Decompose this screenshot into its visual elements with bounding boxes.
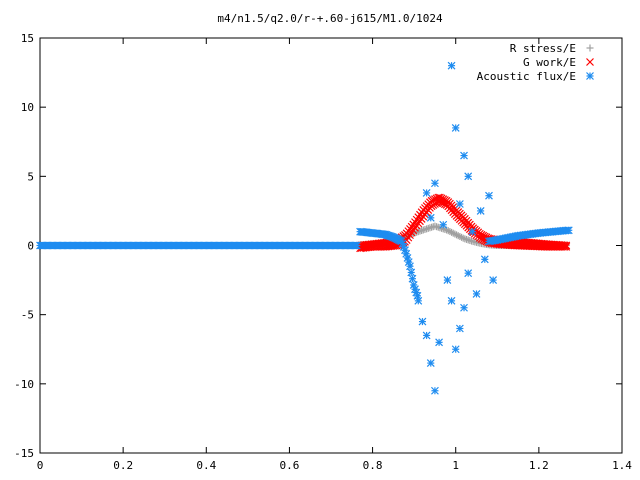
acoustic-flux-point xyxy=(489,276,498,285)
x-tick-label: 1 xyxy=(452,459,459,472)
x-tick-label: 0.6 xyxy=(279,459,299,472)
x-tick-label: 1.4 xyxy=(612,459,632,472)
y-tick-label: -5 xyxy=(21,309,34,322)
r-stress-point xyxy=(444,227,452,235)
acoustic-flux-point xyxy=(455,200,464,208)
series-g-work xyxy=(356,193,571,253)
acoustic-flux-point xyxy=(464,269,473,278)
acoustic-flux-point xyxy=(455,324,464,333)
x-tick-label: 1.2 xyxy=(529,459,549,472)
y-tick-label: 5 xyxy=(27,170,34,183)
r-stress-point xyxy=(453,231,461,239)
acoustic-flux-point xyxy=(422,331,431,340)
legend-marker xyxy=(586,72,594,80)
acoustic-flux-point xyxy=(408,274,417,283)
r-stress-point xyxy=(451,230,459,238)
acoustic-flux-point xyxy=(352,241,361,250)
acoustic-flux-point xyxy=(439,220,448,229)
acoustic-flux-point xyxy=(460,151,468,160)
acoustic-flux-point xyxy=(426,213,435,222)
legend-label: Acoustic flux/E xyxy=(477,70,576,83)
series-layer xyxy=(36,61,573,395)
x-tick-label: 0.8 xyxy=(363,459,383,472)
acoustic-flux-point xyxy=(464,172,473,181)
x-tick-label: 0.4 xyxy=(196,459,216,472)
acoustic-flux-point xyxy=(447,61,456,70)
acoustic-flux-point xyxy=(476,206,485,215)
acoustic-flux-point xyxy=(426,359,435,368)
series-acoustic-flux xyxy=(36,61,573,395)
r-stress-point xyxy=(459,234,467,242)
acoustic-flux-point xyxy=(431,386,439,395)
acoustic-flux-point xyxy=(451,123,460,132)
r-stress-point xyxy=(456,233,464,241)
legend-label: R stress/E xyxy=(510,42,576,55)
acoustic-flux-point xyxy=(422,189,431,197)
acoustic-flux-point xyxy=(460,303,468,312)
acoustic-flux-point xyxy=(564,226,573,235)
chart-title: m4/n1.5/q2.0/r-+.60-j615/M1.0/1024 xyxy=(217,12,443,25)
acoustic-flux-point xyxy=(485,191,493,200)
acoustic-flux-point xyxy=(406,262,414,271)
x-tick-label: 0 xyxy=(37,459,44,472)
r-stress-point xyxy=(446,228,454,236)
g-work-point xyxy=(562,241,571,250)
legend-label: G work/E xyxy=(523,56,576,69)
legend-marker xyxy=(586,58,594,66)
acoustic-flux-point xyxy=(493,236,502,244)
acoustic-flux-point xyxy=(451,345,460,354)
acoustic-flux-point xyxy=(418,317,427,326)
acoustic-flux-point xyxy=(443,276,452,285)
y-tick-label: -15 xyxy=(14,447,34,460)
acoustic-flux-point xyxy=(407,268,416,277)
r-stress-point xyxy=(458,233,466,241)
acoustic-flux-point xyxy=(447,296,456,305)
y-tick-label: 15 xyxy=(21,32,34,45)
r-stress-point xyxy=(448,228,456,236)
legend-marker xyxy=(586,44,594,52)
acoustic-flux-point xyxy=(472,289,481,298)
acoustic-flux-point xyxy=(431,179,439,188)
g-work-point xyxy=(562,242,571,251)
acoustic-flux-point xyxy=(435,338,444,347)
y-tick-label: 10 xyxy=(21,101,34,114)
r-stress-point xyxy=(449,229,457,237)
acoustic-flux-point xyxy=(413,291,422,300)
x-tick-label: 0.2 xyxy=(113,459,133,472)
r-stress-point xyxy=(454,232,462,240)
acoustic-flux-point xyxy=(480,255,489,264)
axes: 0 0.2 0.4 0.6 0.8 1 1.2 1.4 15 10 5 0 -5 -10 -15 xyxy=(14,32,632,472)
y-tick-label: 0 xyxy=(27,240,34,253)
acoustic-flux-point xyxy=(414,296,423,305)
y-tick-label: -10 xyxy=(14,378,34,391)
acoustic-flux-point xyxy=(468,227,477,236)
